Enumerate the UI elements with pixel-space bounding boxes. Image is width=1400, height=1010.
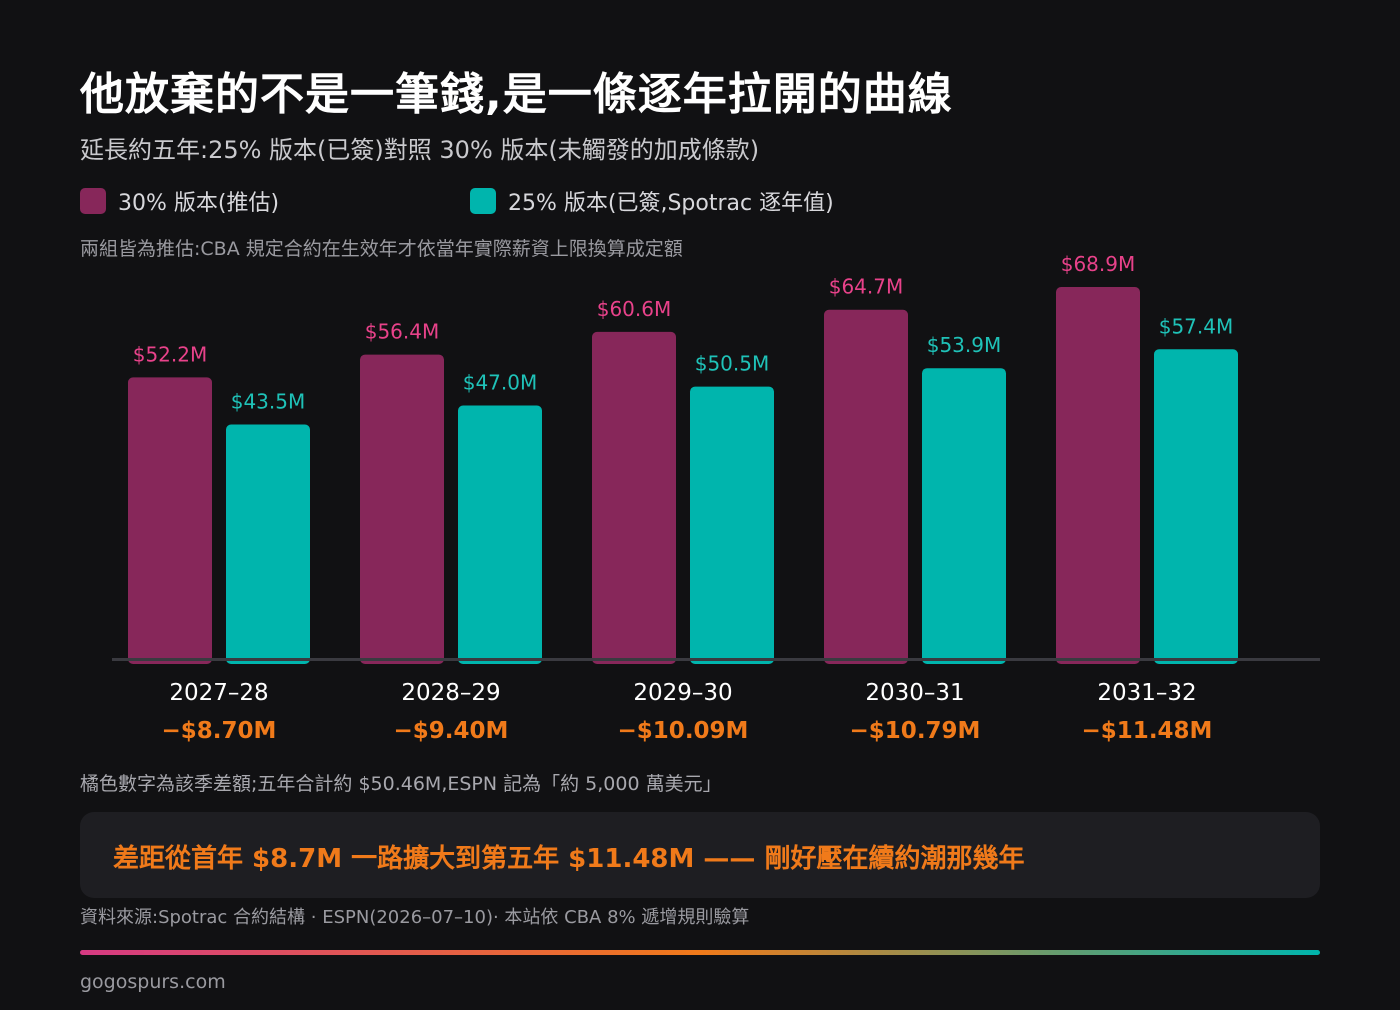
data-label-25pct-0: $43.5M xyxy=(231,390,306,414)
page-subtitle: 延長約五年:25% 版本(已簽)對照 30% 版本(未觸發的加成條款) xyxy=(80,136,760,164)
data-label-30pct-3: $64.7M xyxy=(829,275,904,299)
bar-30pct-2 xyxy=(592,331,676,664)
bar-chart: $52.2M $43.5M 2027–28 −$8.70M $56.4M $47.0M 20… xyxy=(112,252,1320,744)
x-axis-line xyxy=(112,658,1320,661)
difference-label-3: −$10.79M xyxy=(850,718,981,744)
legend-swatch-30pct xyxy=(80,188,106,214)
data-label-25pct-3: $53.9M xyxy=(927,333,1002,357)
source-line: 資料來源:Spotrac 合約結構 · ESPN(2026–07–10)· 本站… xyxy=(80,907,750,928)
gradient-divider xyxy=(80,950,1320,955)
legend-swatch-25pct xyxy=(470,188,496,214)
bar-30pct-4 xyxy=(1056,287,1140,664)
data-label-30pct-4: $68.9M xyxy=(1061,252,1136,276)
difference-label-1: −$9.40M xyxy=(394,718,509,744)
bar-30pct-0 xyxy=(128,377,212,664)
difference-label-4: −$11.48M xyxy=(1082,718,1213,744)
bar-25pct-1 xyxy=(458,405,542,664)
data-label-30pct-2: $60.6M xyxy=(597,297,672,321)
x-tick-label-1: 2028–29 xyxy=(401,680,500,706)
bar-25pct-0 xyxy=(226,424,310,664)
legend-item-25pct: 25% 版本(已簽,Spotrac 逐年值) xyxy=(470,186,834,216)
data-label-25pct-1: $47.0M xyxy=(463,371,538,395)
callout-text: 差距從首年 $8.7M 一路擴大到第五年 $11.48M —— 剛好壓在續約潮那… xyxy=(113,844,1025,874)
data-label-30pct-0: $52.2M xyxy=(133,342,208,366)
x-tick-label-2: 2029–30 xyxy=(633,680,732,706)
bar-25pct-3 xyxy=(922,368,1006,664)
x-tick-label-0: 2027–28 xyxy=(169,680,268,706)
bar-30pct-1 xyxy=(360,354,444,664)
legend-label-30pct: 30% 版本(推估) xyxy=(118,191,280,216)
site-name: gogospurs.com xyxy=(80,971,226,993)
footnote: 橘色數字為該季差額;五年合計約 $50.46M,ESPN 記為「約 5,000 … xyxy=(80,773,722,795)
data-label-30pct-1: $56.4M xyxy=(365,320,440,344)
x-tick-label-4: 2031–32 xyxy=(1097,680,1196,706)
bar-25pct-4 xyxy=(1154,349,1238,664)
bar-30pct-3 xyxy=(824,309,908,664)
difference-label-0: −$8.70M xyxy=(162,718,277,744)
x-tick-label-3: 2030–31 xyxy=(865,680,964,706)
page-title: 他放棄的不是一筆錢,是一條逐年拉開的曲線 xyxy=(80,69,953,120)
legend-item-30pct: 30% 版本(推估) xyxy=(80,186,279,216)
chart-note: 兩組皆為推估:CBA 規定合約在生效年才依當年實際薪資上限換算成定額 xyxy=(80,238,683,260)
legend-label-25pct: 25% 版本(已簽,Spotrac 逐年值) xyxy=(508,191,834,216)
data-label-25pct-4: $57.4M xyxy=(1159,314,1234,338)
callout-box: 差距從首年 $8.7M 一路擴大到第五年 $11.48M —— 剛好壓在續約潮那… xyxy=(80,812,1320,898)
data-label-25pct-2: $50.5M xyxy=(695,352,770,376)
difference-label-2: −$10.09M xyxy=(618,718,749,744)
bar-25pct-2 xyxy=(690,386,774,664)
